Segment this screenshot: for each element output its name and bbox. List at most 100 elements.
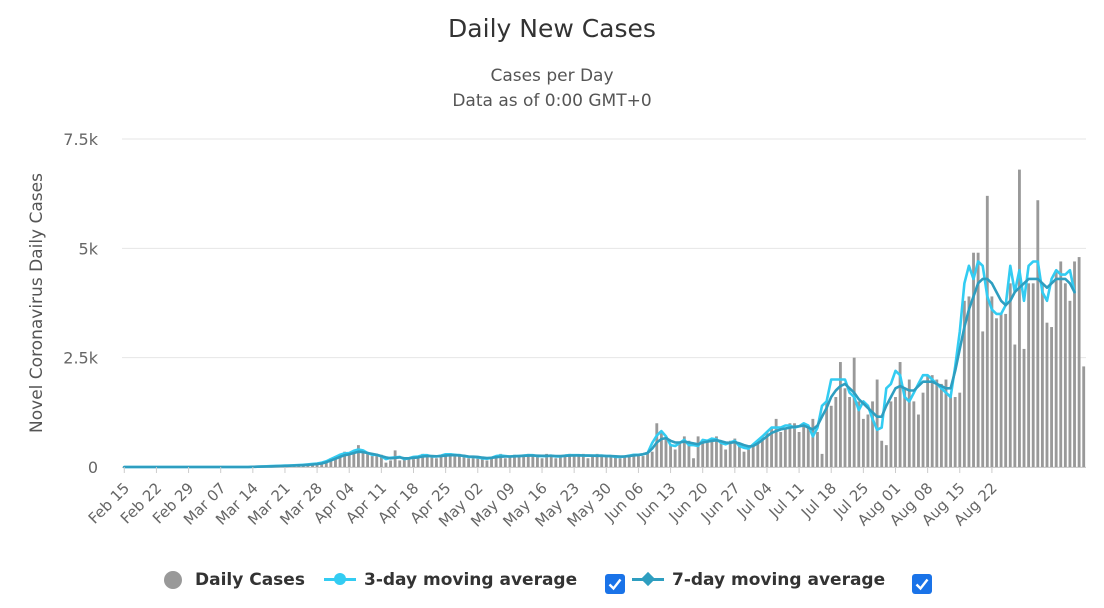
daily-cases-bar[interactable] <box>673 449 677 467</box>
daily-cases-bar[interactable] <box>1068 300 1072 467</box>
daily-cases-bar[interactable] <box>1013 344 1017 467</box>
daily-cases-bar[interactable] <box>825 401 829 467</box>
daily-cases-bar[interactable] <box>783 427 787 467</box>
daily-cases-bar[interactable] <box>678 442 682 467</box>
daily-cases-bar[interactable] <box>1040 283 1044 467</box>
daily-cases-bar[interactable] <box>760 436 764 467</box>
daily-cases-bar[interactable] <box>852 357 856 467</box>
daily-cases-bar[interactable] <box>939 383 943 467</box>
daily-cases-bar[interactable] <box>416 456 420 467</box>
daily-cases-bar[interactable] <box>407 457 411 467</box>
daily-cases-bar[interactable] <box>1054 270 1058 467</box>
daily-cases-bar[interactable] <box>334 456 337 467</box>
daily-cases-bar[interactable] <box>921 392 925 467</box>
daily-cases-bar[interactable] <box>903 388 907 467</box>
daily-cases-bar[interactable] <box>384 462 388 467</box>
daily-cases-bar[interactable] <box>421 453 425 467</box>
daily-cases-bar[interactable] <box>324 460 328 467</box>
daily-cases-bar[interactable] <box>370 456 374 467</box>
daily-cases-bar[interactable] <box>545 453 549 467</box>
daily-cases-bar[interactable] <box>848 397 852 467</box>
daily-cases-bar[interactable] <box>724 449 728 467</box>
daily-cases-bar[interactable] <box>646 453 650 467</box>
daily-cases-bar[interactable] <box>664 438 668 467</box>
daily-cases-bar[interactable] <box>1059 261 1063 467</box>
daily-cases-bar[interactable] <box>898 362 902 467</box>
daily-cases-bar[interactable] <box>889 401 893 467</box>
daily-cases-bar[interactable] <box>793 423 796 467</box>
daily-cases-bar[interactable] <box>604 456 608 467</box>
legend-item-daily-cases[interactable]: Daily Cases <box>155 566 305 594</box>
daily-cases-bar[interactable] <box>907 379 911 467</box>
daily-cases-bar[interactable] <box>320 462 324 467</box>
daily-cases-bar[interactable] <box>522 455 526 467</box>
daily-cases-bar[interactable] <box>581 453 585 467</box>
daily-cases-bar[interactable] <box>641 456 645 467</box>
daily-cases-bar[interactable] <box>517 456 521 467</box>
daily-cases-bar[interactable] <box>866 414 870 467</box>
daily-cases-bar[interactable] <box>737 442 741 467</box>
daily-cases-bar[interactable] <box>379 454 383 467</box>
daily-cases-bar[interactable] <box>480 459 484 467</box>
daily-cases-bar[interactable] <box>1027 283 1031 467</box>
daily-cases-bar[interactable] <box>981 331 985 467</box>
daily-cases-bar[interactable] <box>995 318 998 467</box>
daily-cases-bar[interactable] <box>499 453 503 467</box>
daily-cases-bar[interactable] <box>871 401 874 467</box>
daily-cases-bar[interactable] <box>930 375 934 467</box>
toggle-7-day-average-checkbox[interactable] <box>912 574 932 594</box>
legend-item-7-day-average[interactable]: 7-day moving average <box>632 566 885 594</box>
daily-cases-bar[interactable] <box>1004 313 1008 467</box>
daily-cases-bar[interactable] <box>958 392 962 467</box>
daily-cases-bar[interactable] <box>953 397 957 467</box>
daily-cases-bar[interactable] <box>834 397 838 467</box>
daily-cases-bar[interactable] <box>816 432 819 467</box>
daily-cases-bar[interactable] <box>884 445 888 467</box>
daily-cases-bar[interactable] <box>577 454 581 467</box>
daily-cases-bar[interactable] <box>1018 169 1021 467</box>
daily-cases-bar[interactable] <box>912 401 916 467</box>
daily-cases-bar[interactable] <box>650 451 654 467</box>
daily-cases-bar[interactable] <box>1077 257 1081 467</box>
daily-cases-bar[interactable] <box>742 451 746 467</box>
daily-cases-bar[interactable] <box>1073 261 1076 467</box>
daily-cases-bar[interactable] <box>1031 283 1035 467</box>
daily-cases-bar[interactable] <box>820 453 824 467</box>
daily-cases-bar[interactable] <box>600 456 604 467</box>
daily-cases-bar[interactable] <box>715 436 718 467</box>
seven-day-average-line[interactable] <box>123 277 1076 469</box>
daily-cases-bar[interactable] <box>329 458 333 467</box>
daily-cases-bar[interactable] <box>894 397 897 467</box>
daily-cases-bar[interactable] <box>554 458 558 467</box>
daily-cases-bar[interactable] <box>490 457 493 467</box>
daily-cases-bar[interactable] <box>614 456 617 467</box>
daily-cases-bar[interactable] <box>485 460 489 467</box>
daily-cases-bar[interactable] <box>719 442 723 467</box>
daily-cases-bar[interactable] <box>526 453 530 467</box>
daily-cases-bar[interactable] <box>412 459 415 467</box>
daily-cases-bar[interactable] <box>508 456 512 467</box>
daily-cases-bar[interactable] <box>875 379 879 467</box>
daily-cases-bar[interactable] <box>802 423 806 467</box>
daily-cases-bar[interactable] <box>1036 200 1040 467</box>
daily-cases-bar[interactable] <box>623 456 627 467</box>
daily-cases-bar[interactable] <box>917 414 920 467</box>
daily-cases-bar[interactable] <box>540 458 544 467</box>
daily-cases-bar[interactable] <box>659 432 663 467</box>
daily-cases-bar[interactable] <box>687 440 691 467</box>
daily-cases-bar[interactable] <box>627 456 631 467</box>
daily-cases-bar[interactable] <box>829 405 833 467</box>
daily-cases-bar[interactable] <box>756 440 760 467</box>
daily-cases-bar[interactable] <box>779 432 783 467</box>
daily-cases-bar[interactable] <box>444 453 448 467</box>
daily-cases-bar[interactable] <box>462 454 466 467</box>
daily-cases-bar[interactable] <box>453 456 457 467</box>
daily-cases-bar[interactable] <box>618 458 622 467</box>
daily-cases-bar[interactable] <box>765 432 769 467</box>
daily-cases-bar[interactable] <box>389 460 392 467</box>
daily-cases-bar[interactable] <box>1045 322 1049 467</box>
daily-cases-bar[interactable] <box>476 456 480 467</box>
daily-cases-bar[interactable] <box>1082 366 1086 467</box>
daily-cases-bar[interactable] <box>439 454 443 467</box>
daily-cases-bar[interactable] <box>669 445 672 467</box>
